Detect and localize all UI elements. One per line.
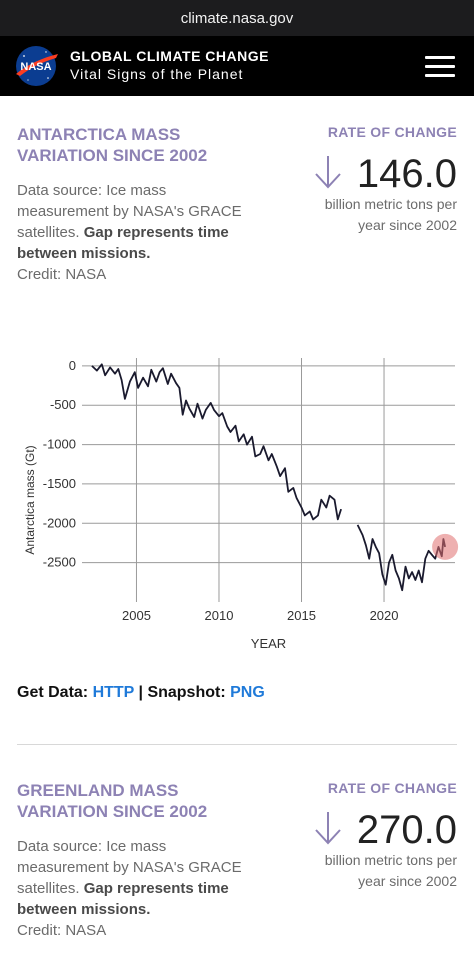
x-tick-label: 2020 [370,608,399,623]
nasa-logo-text: NASA [20,61,51,73]
snapshot-label: Snapshot: [147,684,231,701]
series-line [91,363,342,521]
chart-grid [82,358,455,602]
rate-unit: billion metric tons per year since 2002 [297,194,457,236]
y-tick-label: -1500 [43,476,76,491]
arrow-down-icon [315,156,341,189]
get-data-row: Get Data: HTTP | Snapshot: PNG [17,684,265,702]
y-tick-label: -2500 [43,555,76,570]
description-bold-text: Gap represents time [83,880,229,897]
rate-unit-line: year since 2002 [358,217,457,233]
x-tick-label: 2010 [205,608,234,623]
y-tick-labels: 0 -500 -1000 -1500 -2000 -2500 [43,358,76,570]
site-title: GLOBAL CLIMATE CHANGE [70,48,269,64]
antarctica-section: ANTARCTICA MASS VARIATION SINCE 2002 Dat… [0,96,474,696]
series-line [356,524,446,592]
browser-url-bar[interactable]: climate.nasa.gov [0,0,474,36]
data-line-group [91,363,446,592]
section-title: GREENLAND MASS VARIATION SINCE 2002 [17,780,277,822]
section-description: Data source: Ice mass measurement by NAS… [17,180,277,285]
antarctica-mass-chart: 0-500-1000-1500-2000-2500 2005 2010 2015 20… [23,358,459,651]
section-title-line: VARIATION SINCE 2002 [17,802,208,821]
section-title: ANTARCTICA MASS VARIATION SINCE 2002 [17,124,277,166]
section-title-line: VARIATION SINCE 2002 [17,146,208,165]
url-text: climate.nasa.gov [180,9,294,27]
description-bold-text: Gap represents time [83,224,229,241]
y-tick-label: -1000 [43,437,76,452]
hamburger-menu-icon[interactable] [425,54,455,78]
description-text: satellites. [17,224,84,241]
site-subtitle: Vital Signs of the Planet [70,66,244,82]
y-tick-label: -500 [50,397,76,412]
rate-value: 270.0 [356,808,457,852]
description-line: between missions. [17,899,277,920]
description-line: satellites. Gap represents time [17,878,277,899]
section-description: Data source: Ice mass measurement by NAS… [17,836,277,941]
http-link[interactable]: HTTP [92,684,135,701]
latest-data-point-marker[interactable] [432,533,459,560]
description-line: measurement by NASA's GRACE [17,859,242,876]
x-tick-label: 2015 [287,608,316,623]
separator: | [134,684,148,701]
description-line: satellites. Gap represents time [17,222,277,243]
y-tick-label: 0 [69,358,76,373]
rate-unit: billion metric tons per year since 2002 [297,850,457,892]
credit-text: Credit: NASA [17,266,107,283]
x-tick-labels: 2005 2010 2015 2020 [122,608,398,623]
description-bold-text: between missions. [17,245,151,262]
credit-text: Credit: NASA [17,922,107,939]
rate-unit-line: billion metric tons per [324,852,457,868]
rate-value: 146.0 [356,152,457,196]
description-line: between missions. [17,243,277,264]
nasa-logo-icon[interactable]: NASA [12,44,60,88]
site-header: NASA GLOBAL CLIMATE CHANGE Vital Signs o… [0,36,474,96]
rate-unit-line: year since 2002 [358,873,457,889]
greenland-section: GREENLAND MASS VARIATION SINCE 2002 Data… [0,752,474,960]
rate-of-change-label: RATE OF CHANGE [327,124,457,140]
x-tick-label: 2005 [122,608,151,623]
png-link[interactable]: PNG [230,684,265,701]
y-axis-label: Antarctica mass (Gt) [23,445,37,554]
rate-unit-line: billion metric tons per [324,196,457,212]
section-title-line: GREENLAND MASS [17,781,179,800]
description-line: measurement by NASA's GRACE [17,203,242,220]
y-tick-label: -2000 [43,515,76,530]
description-line: Data source: Ice mass [17,838,167,855]
get-data-label: Get Data: [17,684,93,701]
rate-of-change-label: RATE OF CHANGE [327,780,457,796]
description-line: Data source: Ice mass [17,182,167,199]
description-text: satellites. [17,880,84,897]
arrow-down-icon [315,812,341,845]
section-title-line: ANTARCTICA MASS [17,125,181,144]
description-bold-text: between missions. [17,901,151,918]
x-axis-label: YEAR [251,636,286,651]
section-divider [17,744,457,745]
